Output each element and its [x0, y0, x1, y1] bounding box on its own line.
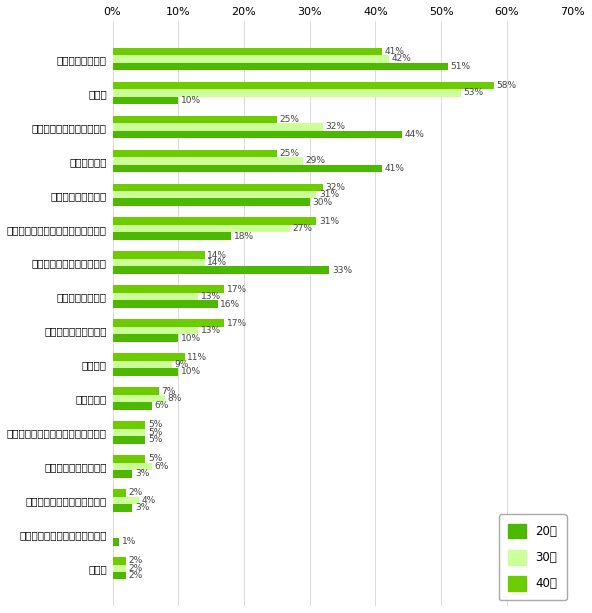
Bar — [112, 504, 132, 512]
Bar — [112, 123, 323, 131]
Text: 2%: 2% — [128, 571, 143, 581]
Text: 2%: 2% — [128, 556, 143, 565]
Text: 5%: 5% — [148, 454, 162, 463]
Bar — [112, 293, 198, 300]
Bar — [112, 497, 139, 504]
Bar — [112, 538, 119, 546]
Text: 10%: 10% — [181, 367, 201, 376]
Bar — [112, 300, 218, 308]
Text: 6%: 6% — [155, 402, 169, 411]
Text: 5%: 5% — [148, 421, 162, 430]
Text: 27%: 27% — [292, 224, 313, 233]
Text: 53%: 53% — [464, 88, 484, 97]
Bar — [112, 97, 178, 104]
Bar — [112, 82, 494, 89]
Legend: 20代, 30代, 40代: 20代, 30代, 40代 — [499, 514, 567, 600]
Bar — [112, 55, 388, 63]
Text: 1%: 1% — [122, 537, 136, 546]
Bar — [112, 63, 448, 70]
Text: 14%: 14% — [207, 258, 227, 267]
Text: 14%: 14% — [207, 251, 227, 260]
Bar — [112, 225, 290, 232]
Bar — [112, 319, 224, 327]
Bar — [112, 334, 178, 342]
Text: 17%: 17% — [227, 319, 247, 327]
Bar — [112, 150, 277, 157]
Bar — [112, 565, 126, 572]
Bar — [112, 116, 277, 123]
Text: 13%: 13% — [201, 292, 221, 301]
Text: 32%: 32% — [326, 183, 346, 192]
Text: 44%: 44% — [404, 130, 424, 139]
Bar — [112, 164, 382, 172]
Text: 41%: 41% — [385, 164, 405, 173]
Bar — [112, 286, 224, 293]
Bar — [112, 199, 310, 206]
Text: 9%: 9% — [174, 360, 189, 369]
Bar — [112, 436, 146, 444]
Text: 3%: 3% — [135, 503, 149, 512]
Text: 6%: 6% — [155, 462, 169, 471]
Text: 33%: 33% — [332, 265, 352, 275]
Bar — [112, 395, 165, 402]
Bar — [112, 557, 126, 565]
Text: 58%: 58% — [497, 81, 517, 90]
Text: 4%: 4% — [141, 496, 156, 505]
Bar — [112, 131, 402, 138]
Text: 7%: 7% — [161, 387, 175, 395]
Text: 29%: 29% — [306, 156, 326, 166]
Text: 31%: 31% — [319, 190, 339, 199]
Text: 2%: 2% — [128, 564, 143, 573]
Bar — [112, 361, 172, 368]
Text: 51%: 51% — [451, 62, 471, 71]
Bar — [112, 402, 152, 409]
Bar — [112, 428, 146, 436]
Text: 31%: 31% — [319, 217, 339, 226]
Bar — [112, 157, 303, 164]
Text: 3%: 3% — [135, 470, 149, 478]
Text: 25%: 25% — [279, 149, 300, 158]
Bar — [112, 259, 205, 267]
Bar — [112, 368, 178, 376]
Bar — [112, 218, 316, 225]
Bar — [112, 463, 152, 470]
Bar — [112, 232, 231, 240]
Text: 16%: 16% — [220, 300, 240, 308]
Bar — [112, 251, 205, 259]
Bar — [112, 470, 132, 478]
Text: 25%: 25% — [279, 115, 300, 124]
Bar — [112, 455, 146, 463]
Bar — [112, 353, 185, 361]
Text: 10%: 10% — [181, 333, 201, 343]
Text: 5%: 5% — [148, 428, 162, 437]
Text: 42%: 42% — [391, 55, 411, 63]
Text: 17%: 17% — [227, 284, 247, 294]
Text: 2%: 2% — [128, 489, 143, 497]
Bar — [112, 327, 198, 334]
Bar — [112, 183, 323, 191]
Bar — [112, 489, 126, 497]
Bar — [112, 421, 146, 428]
Text: 30%: 30% — [313, 198, 333, 207]
Bar — [112, 387, 159, 395]
Bar — [112, 89, 461, 97]
Bar — [112, 48, 382, 55]
Text: 8%: 8% — [168, 394, 182, 403]
Text: 13%: 13% — [201, 326, 221, 335]
Text: 41%: 41% — [385, 47, 405, 56]
Bar — [112, 572, 126, 579]
Text: 5%: 5% — [148, 435, 162, 444]
Bar — [112, 267, 329, 274]
Text: 32%: 32% — [326, 123, 346, 131]
Text: 11%: 11% — [188, 352, 208, 362]
Text: 10%: 10% — [181, 96, 201, 105]
Bar — [112, 191, 316, 199]
Text: 18%: 18% — [233, 232, 253, 241]
